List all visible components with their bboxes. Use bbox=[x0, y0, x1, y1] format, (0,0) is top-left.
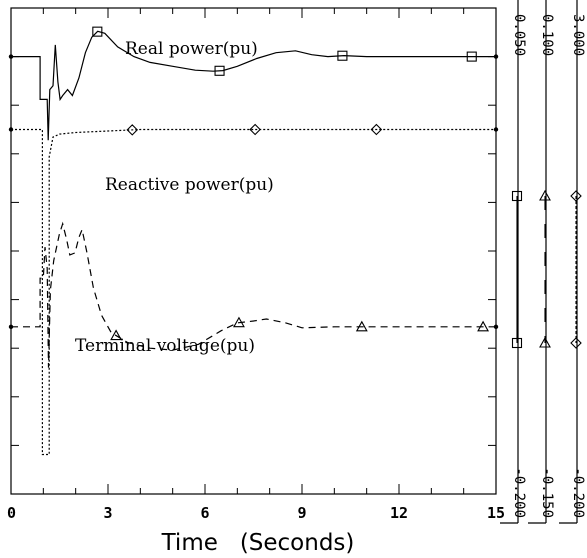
series-marker bbox=[92, 26, 103, 37]
x-tick-label: 15 bbox=[487, 504, 505, 522]
legend-sample-marker bbox=[511, 190, 523, 202]
series-layer bbox=[8, 26, 499, 456]
series-line bbox=[11, 30, 496, 141]
scale-bottom-label: -0.200 bbox=[570, 467, 586, 518]
series-line bbox=[11, 128, 496, 456]
scale-bar-3: 3.000 -0.200 bbox=[559, 0, 586, 524]
plot-frame bbox=[10, 7, 497, 495]
series-label: Real power(pu) bbox=[125, 39, 258, 59]
series-end-dot bbox=[8, 54, 14, 59]
legend-sample-marker bbox=[511, 337, 523, 349]
x-tick-label: 3 bbox=[103, 504, 112, 522]
scale-bar-1: 0.050 -0.200 bbox=[500, 0, 527, 524]
series-3 bbox=[8, 123, 499, 456]
series-end-dot bbox=[8, 127, 14, 132]
scale-bottom-label: -0.150 bbox=[539, 467, 555, 518]
series-marker bbox=[355, 320, 368, 332]
legend-sample-marker bbox=[570, 190, 582, 202]
series-end-dot bbox=[8, 324, 14, 330]
series-label: Reactive power(pu) bbox=[105, 175, 274, 195]
text-layer: Real power(pu) Reactive power(pu) Terminal… bbox=[7, 39, 505, 556]
series-label: Terminal voltage(pu) bbox=[75, 336, 255, 356]
series-scale-bars: 0.050 -0.200 0.100 -0.150 3.000 -0.200 bbox=[500, 0, 586, 524]
scale-top-label: 0.050 bbox=[511, 14, 527, 56]
scale-bar-2: 0.100 -0.150 bbox=[528, 0, 555, 524]
scale-bottom-label: -0.200 bbox=[511, 467, 527, 518]
series-1 bbox=[8, 26, 499, 141]
series-end-dot bbox=[493, 127, 499, 132]
series-end-dot bbox=[493, 54, 499, 59]
x-tick-label: 6 bbox=[200, 504, 209, 522]
legend-sample-marker bbox=[539, 189, 551, 201]
series-marker bbox=[110, 329, 123, 341]
series-marker bbox=[214, 65, 225, 76]
legend-sample-marker bbox=[539, 336, 551, 348]
x-tick-label: 0 bbox=[7, 504, 16, 522]
series-marker bbox=[477, 320, 490, 332]
series-marker bbox=[126, 124, 139, 136]
series-2 bbox=[8, 221, 499, 368]
series-marker bbox=[337, 50, 348, 61]
x-tick-label: 12 bbox=[390, 504, 408, 522]
series-marker bbox=[233, 316, 245, 328]
series-marker bbox=[370, 123, 383, 136]
x-axis-label: Time (Seconds) bbox=[161, 530, 355, 556]
legend-sample-marker bbox=[570, 337, 582, 349]
x-tick-label: 9 bbox=[297, 504, 306, 522]
series-end-dot bbox=[493, 324, 499, 330]
series-marker bbox=[249, 123, 261, 136]
series-line bbox=[11, 221, 496, 368]
scale-top-label: 0.100 bbox=[539, 14, 555, 56]
plot-area bbox=[10, 7, 497, 495]
series-marker bbox=[466, 51, 477, 62]
scale-top-label: 3.000 bbox=[570, 14, 586, 56]
